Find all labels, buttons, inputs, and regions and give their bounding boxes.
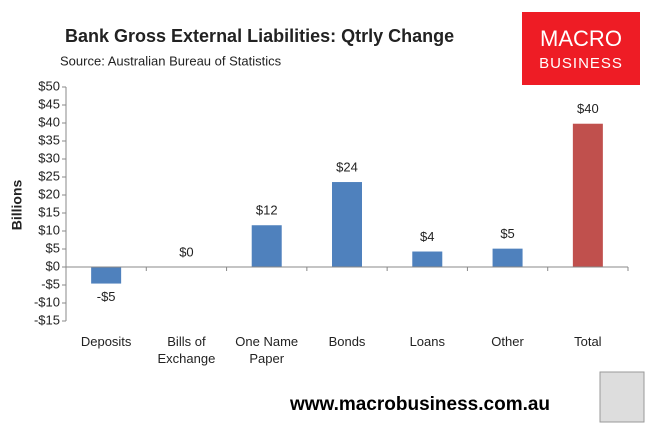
y-tick-label: $10 xyxy=(38,222,60,237)
data-label: $40 xyxy=(577,101,599,116)
x-tick-label: Loans xyxy=(409,334,445,349)
y-tick-label: $30 xyxy=(38,150,60,165)
y-tick-label: -$15 xyxy=(34,312,60,327)
footer: www.macrobusiness.com.au xyxy=(289,394,550,415)
x-tick-label: Other xyxy=(491,334,524,349)
bar xyxy=(91,267,122,284)
data-label: $12 xyxy=(256,203,278,218)
bar xyxy=(572,123,603,267)
bar xyxy=(412,251,443,267)
bar xyxy=(332,182,362,267)
x-tick-label: Bills of Exchange xyxy=(157,334,216,366)
x-tick-label: Deposits xyxy=(80,334,132,349)
y-tick-label: $35 xyxy=(38,132,60,147)
y-tick-label: $20 xyxy=(38,186,60,201)
data-label: $24 xyxy=(336,159,358,174)
y-tick-label: -$10 xyxy=(34,294,60,309)
chart-title: Bank Gross External Liabilities: Qtrly C… xyxy=(65,26,454,46)
logo-box xyxy=(522,12,640,85)
logo-text: MACRO xyxy=(540,26,622,51)
data-label: $5 xyxy=(500,226,514,241)
bar xyxy=(251,225,282,267)
y-tick-label: -$5 xyxy=(41,276,60,291)
data-label: $4 xyxy=(420,229,434,244)
x-tick-label: One Name Paper xyxy=(235,334,299,366)
logo-text: BUSINESS xyxy=(539,55,623,72)
data-label: -$5 xyxy=(97,289,116,304)
y-tick-label: $40 xyxy=(38,114,60,129)
chart-subtitle: Source: Australian Bureau of Statistics xyxy=(60,53,282,68)
y-tick-label: $15 xyxy=(38,204,60,219)
y-tick-label: $45 xyxy=(38,96,60,111)
mascot-image xyxy=(599,371,645,423)
data-label: $0 xyxy=(179,244,193,259)
bar xyxy=(492,248,523,267)
y-tick-label: $25 xyxy=(38,168,60,183)
y-tick-label: $5 xyxy=(46,240,60,255)
x-tick-label: Bonds xyxy=(328,334,366,349)
y-tick-label: $50 xyxy=(38,78,60,93)
y-tick-label: $0 xyxy=(46,258,60,273)
y-axis-label: Billions xyxy=(9,180,25,231)
x-tick-label: Total xyxy=(574,334,602,349)
